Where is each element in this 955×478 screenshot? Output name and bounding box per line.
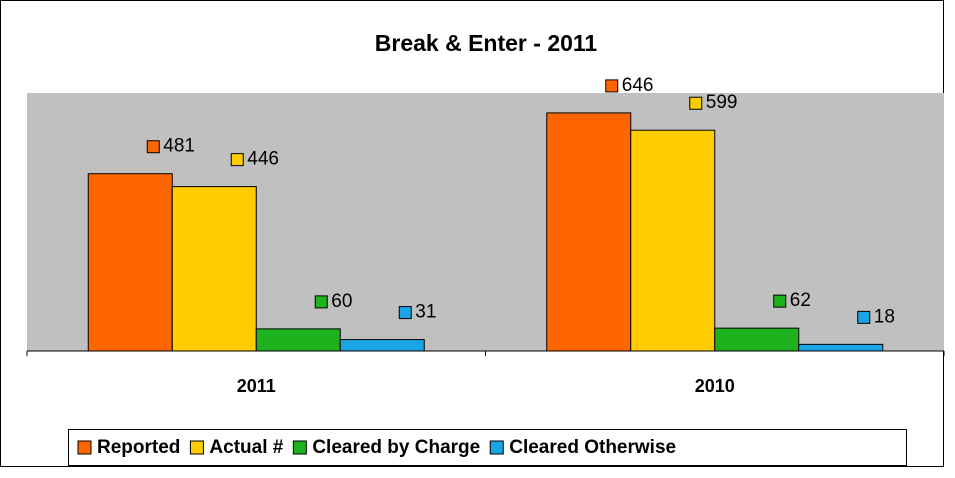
data-label: 31 xyxy=(415,302,436,323)
bar xyxy=(171,186,257,352)
label-key xyxy=(857,310,871,324)
bar xyxy=(87,173,173,352)
legend-key xyxy=(189,440,204,455)
data-label: 60 xyxy=(331,291,352,312)
legend-label: Reported xyxy=(97,437,180,458)
x-tick-label: 2011 xyxy=(237,376,276,396)
bar xyxy=(714,327,800,352)
label-key xyxy=(773,294,787,308)
label-key xyxy=(689,96,703,110)
bar xyxy=(546,112,632,352)
label-key xyxy=(605,79,619,93)
bar xyxy=(339,339,425,352)
bar xyxy=(798,343,884,352)
legend-label: Actual # xyxy=(209,437,283,458)
data-label: 599 xyxy=(706,92,738,113)
legend-label: Cleared Otherwise xyxy=(509,437,676,458)
chart-title: Break & Enter - 2011 xyxy=(375,30,598,56)
label-key xyxy=(230,153,244,167)
legend-box xyxy=(68,429,907,466)
label-key xyxy=(314,295,328,309)
data-label: 481 xyxy=(163,136,195,157)
legend-key xyxy=(489,440,504,455)
label-key xyxy=(398,306,412,320)
bar xyxy=(630,129,716,352)
data-label: 18 xyxy=(874,306,895,327)
legend-label: Cleared by Charge xyxy=(312,437,480,458)
legend-key xyxy=(292,440,307,455)
x-tick-label: 2010 xyxy=(695,376,735,396)
bar xyxy=(255,328,341,352)
legend-key xyxy=(77,440,92,455)
data-label: 62 xyxy=(790,290,811,311)
label-key xyxy=(146,140,160,154)
data-label: 446 xyxy=(247,149,279,170)
data-label: 646 xyxy=(622,75,654,96)
